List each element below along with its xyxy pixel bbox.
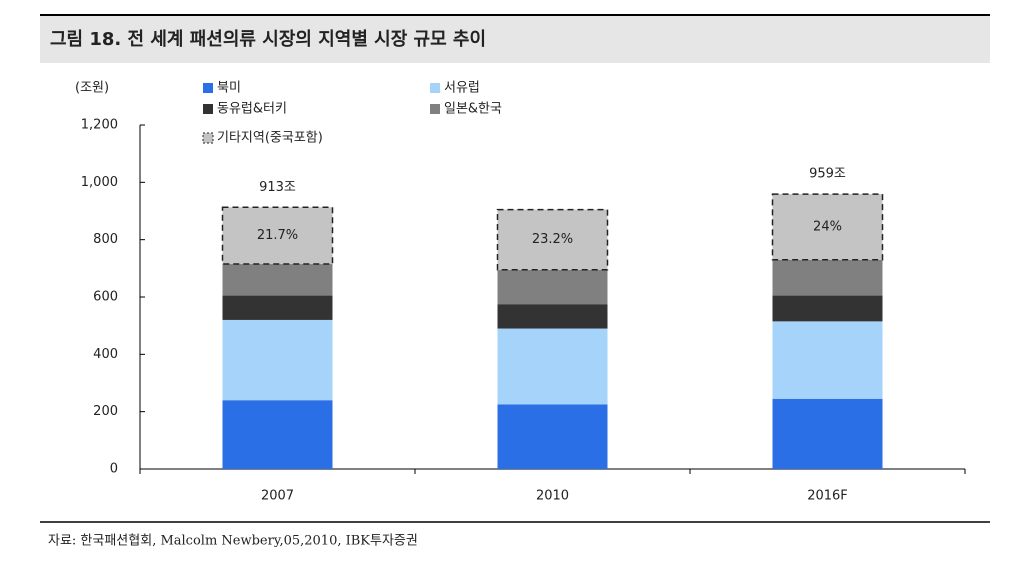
y-tick-label: 800: [93, 232, 118, 247]
legend-swatch: [202, 132, 214, 144]
bar-segment: [772, 295, 883, 322]
bar-segment: [222, 264, 333, 296]
bar-segment: [222, 319, 333, 401]
x-tick-label: 2007: [261, 489, 294, 504]
y-axis-label: (조원): [75, 81, 109, 96]
bar-segment: [221, 206, 334, 265]
legend-swatch: [203, 104, 213, 114]
legend-label: 서유럽: [444, 81, 480, 96]
total-label: 959조: [809, 167, 846, 182]
y-tick-label: 0: [110, 462, 118, 477]
bar-segment: [222, 295, 333, 320]
legend-label: 일본&한국: [444, 102, 502, 117]
x-tick-label: 2010: [536, 489, 569, 504]
source: 자료: 한국패션협회, Malcolm Newbery,05,2010, IBK…: [48, 534, 418, 549]
chart-title: 그림 18. 전 세계 패션의류 시장의 지역별 시장 규모 추이: [50, 29, 486, 50]
x-tick-label: 2016F: [807, 489, 848, 504]
title-band: [40, 16, 990, 63]
total-label: 913조: [259, 180, 296, 195]
bar-segment: [772, 398, 883, 469]
bar-segment: [772, 321, 883, 399]
bar-segment: [772, 259, 883, 296]
y-tick-label: 1,000: [81, 175, 118, 190]
y-tick-label: 1,200: [81, 118, 118, 133]
bar-segment: [497, 269, 608, 305]
bar-segment: [497, 304, 608, 329]
y-tick-label: 200: [93, 404, 118, 419]
legend-swatch: [430, 83, 440, 93]
legend-label: 기타지역(중국포함): [217, 131, 323, 146]
bar-segment: [497, 328, 608, 405]
legend-swatch: [203, 83, 213, 93]
bar-segment: [222, 400, 333, 469]
legend-swatch: [430, 104, 440, 114]
share-label: 21.7%: [257, 228, 298, 243]
bar-segment: [771, 193, 884, 261]
share-label: 24%: [813, 219, 842, 234]
bar-segment: [497, 404, 608, 469]
share-label: 23.2%: [532, 232, 573, 247]
y-tick-label: 400: [93, 347, 118, 362]
legend-label: 북미: [217, 81, 241, 96]
bar-segment: [496, 208, 609, 271]
y-tick-label: 600: [93, 290, 118, 305]
legend-label: 동유럽&터키: [217, 102, 287, 117]
